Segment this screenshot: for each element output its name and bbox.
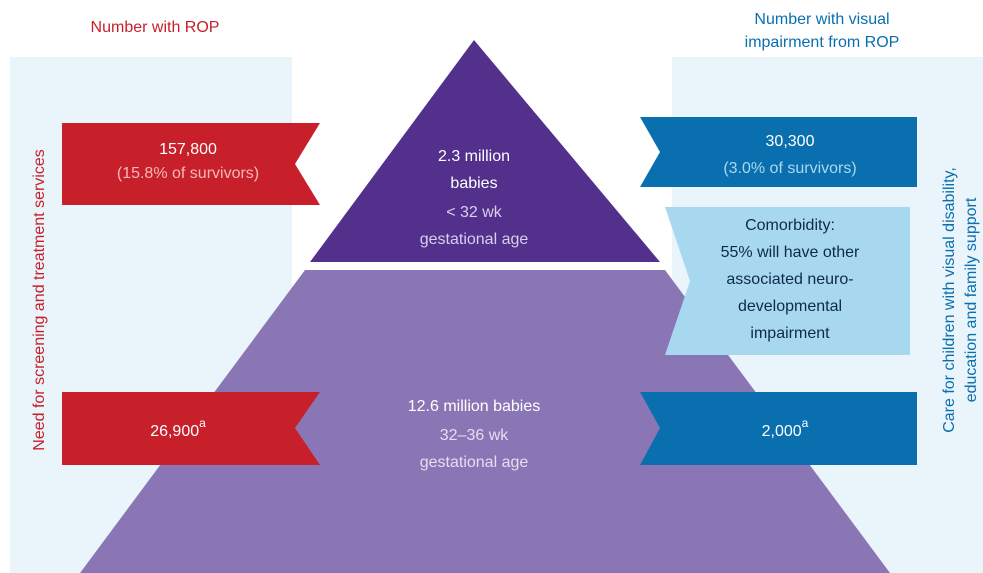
comorbidity-text: Comorbidity: [745, 217, 835, 234]
banner-value: 157,800 [159, 141, 217, 158]
top-tier-text: gestational age [420, 231, 529, 248]
banner-value: 30,300 [766, 133, 815, 150]
top-tier-text: 2.3 million [438, 148, 510, 165]
left-header: Number with ROP [91, 19, 220, 36]
value: 2,000 [762, 423, 802, 440]
top-tier-text: babies [450, 175, 497, 192]
right-side-label: Care for children with visual disability… [941, 167, 958, 433]
right-side-label: education and family support [963, 197, 980, 402]
comorbidity-banner [665, 207, 910, 355]
banner-value: 2,000a [762, 416, 809, 440]
bottom-tier-text: 12.6 million babies [408, 398, 541, 415]
value: 26,900 [150, 423, 199, 440]
bottom-tier-text: 32–36 wk [440, 427, 509, 444]
comorbidity-text: impairment [750, 325, 830, 342]
superscript: a [802, 416, 809, 430]
red-banner [62, 392, 320, 465]
comorbidity-text: associated neuro- [726, 271, 853, 288]
top-tier [310, 40, 660, 262]
blue-banner [640, 392, 917, 465]
banner-note: (15.8% of survivors) [117, 165, 259, 182]
bottom-tier-text: gestational age [420, 454, 529, 471]
banner-note: (3.0% of survivors) [723, 160, 856, 177]
superscript: a [199, 416, 206, 430]
banner-value: 26,900a [150, 416, 206, 440]
top-tier-text: < 32 wk [446, 204, 503, 221]
comorbidity-text: 55% will have other [721, 244, 860, 261]
right-header: Number with visual [754, 11, 889, 28]
red-banner [62, 123, 320, 205]
blue-banner [640, 117, 917, 187]
right-header: impairment from ROP [745, 34, 900, 51]
left-side-label: Need for screening and treatment service… [31, 149, 48, 450]
comorbidity-text: developmental [738, 298, 842, 315]
